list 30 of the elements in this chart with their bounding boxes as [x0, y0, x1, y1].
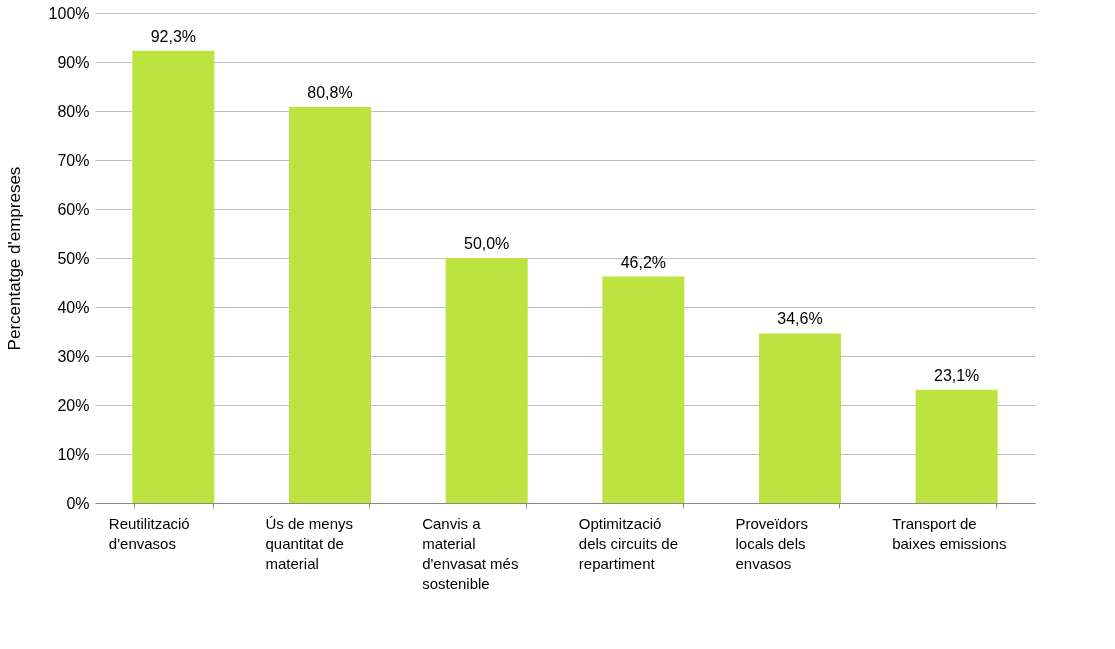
x-tick-label: Canvis a material d'envasat més sostenible [422, 514, 519, 592]
data-label: 80,8% [307, 84, 353, 102]
y-tick-label: 80% [57, 102, 90, 120]
bar [759, 333, 841, 503]
y-tick-label: 30% [57, 347, 90, 365]
y-tick-label: 50% [57, 249, 90, 267]
bar [289, 107, 371, 503]
x-tick-label: Proveïdors locals dels envasos [735, 514, 809, 572]
y-tick-label: 100% [48, 4, 90, 22]
bar [602, 276, 685, 503]
y-tick-label: 20% [57, 396, 90, 414]
y-tick-label: 70% [57, 151, 90, 169]
data-label: 46,2% [620, 253, 667, 271]
x-tick-label: Reutilització d'envasos [108, 514, 190, 552]
data-label: 92,3% [150, 27, 197, 45]
x-tick-label: Ús de menys quantitat de material [265, 514, 354, 572]
data-label: 34,6% [777, 310, 823, 328]
bar [915, 389, 998, 503]
data-label: 50,0% [463, 235, 510, 252]
y-tick-label: 60% [57, 200, 90, 218]
bar [445, 258, 528, 503]
y-tick-label: 90% [57, 53, 90, 71]
y-tick-label: 10% [57, 445, 90, 463]
x-tick-label: Transport de baixes emissions [892, 514, 1007, 552]
x-tick-label: Optimització dels circuits de repartiment [578, 514, 679, 572]
y-axis-title: Percentatge d'empreses [4, 166, 24, 351]
data-label: 23,1% [933, 366, 980, 384]
y-tick-label: 0% [66, 494, 90, 512]
bar [132, 50, 215, 503]
y-tick-label: 40% [57, 298, 90, 316]
